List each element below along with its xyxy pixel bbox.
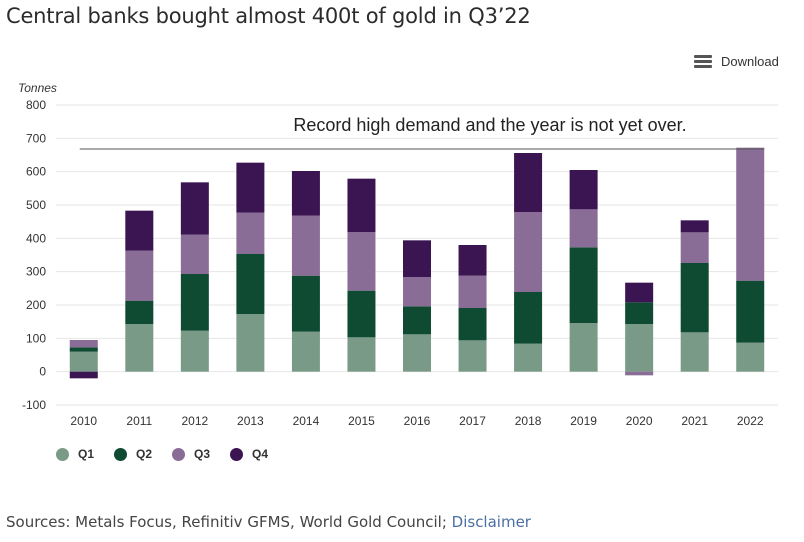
x-tick-label: 2020 (626, 414, 653, 428)
bar-q3-2022 (736, 148, 764, 281)
bar-q1-2021 (681, 332, 709, 371)
x-tick-label: 2021 (681, 414, 708, 428)
annotation-text: Record high demand and the year is not y… (293, 115, 686, 135)
x-tick-label: 2015 (348, 414, 375, 428)
bar-q4-2012 (181, 182, 209, 234)
legend-label: Q1 (78, 447, 94, 461)
bar-q3-2012 (181, 235, 209, 274)
legend-marker (172, 448, 185, 461)
x-tick-label: 2012 (181, 414, 208, 428)
bar-q3-2021 (681, 232, 709, 263)
x-tick-label: 2014 (293, 414, 320, 428)
chart-legend: Q1 Q2 Q3 Q4 (56, 447, 268, 461)
bar-q2-2022 (736, 281, 764, 343)
bar-q4-2015 (347, 179, 375, 232)
x-tick-label: 2011 (126, 414, 152, 428)
bar-q3-2016 (403, 277, 431, 306)
y-tick-label: 800 (26, 98, 46, 112)
bar-q1-2014 (292, 332, 320, 372)
bar-q4-2013 (236, 163, 264, 213)
legend-item-q2[interactable]: Q2 (114, 447, 152, 461)
bar-chart: -100 0 100 200 300 400 500 600 700 800 2010 2011 201… (0, 0, 804, 500)
bar-q2-2018 (514, 292, 542, 344)
bar-q4-2019 (570, 170, 598, 209)
bar-q4-2017 (459, 245, 487, 276)
y-tick-label: 400 (26, 231, 46, 245)
legend-marker (230, 448, 243, 461)
bar-q1-2012 (181, 331, 209, 372)
bar-q1-2019 (570, 323, 598, 372)
bar-q2-2019 (570, 247, 598, 323)
x-tick-label: 2022 (737, 414, 764, 428)
disclaimer-link[interactable]: Disclaimer (452, 513, 531, 531)
bar-q3-2015 (347, 232, 375, 291)
y-tick-label: 300 (26, 265, 46, 279)
bar-q4-2014 (292, 171, 320, 216)
bar-q2-2017 (459, 308, 487, 340)
bar-q1-2011 (125, 324, 153, 372)
bar-q1-2010 (70, 352, 98, 372)
bar-q3-2020 (625, 372, 653, 376)
bar-q4-2021 (681, 220, 709, 232)
bar-q2-2014 (292, 276, 320, 332)
bar-q2-2021 (681, 263, 709, 332)
sources-text: Sources: Metals Focus, Refinitiv GFMS, W… (6, 513, 452, 531)
bar-q4-2018 (514, 153, 542, 212)
x-tick-label: 2018 (515, 414, 542, 428)
bar-q3-2010 (70, 340, 98, 347)
y-tick-label: 600 (26, 165, 46, 179)
bar-q4-2010 (70, 372, 98, 379)
bar-q2-2013 (236, 254, 264, 314)
y-tick-label: 500 (26, 198, 46, 212)
bar-q3-2013 (236, 213, 264, 254)
bar-q2-2011 (125, 301, 153, 324)
legend-label: Q2 (136, 447, 152, 461)
sources-note: Sources: Metals Focus, Refinitiv GFMS, W… (6, 513, 531, 531)
bar-q1-2020 (625, 324, 653, 372)
y-tick-label: -100 (22, 398, 46, 412)
bar-q1-2013 (236, 314, 264, 372)
bar-q2-2012 (181, 274, 209, 331)
bar-q1-2022 (736, 343, 764, 372)
legend-marker (114, 448, 127, 461)
legend-label: Q4 (252, 447, 268, 461)
bar-q4-2020 (625, 283, 653, 303)
bar-q1-2018 (514, 344, 542, 372)
bar-q2-2020 (625, 302, 653, 324)
bar-q2-2016 (403, 306, 431, 334)
bar-q1-2015 (347, 337, 375, 371)
y-tick-label: 0 (39, 365, 46, 379)
bar-q1-2017 (459, 340, 487, 371)
bar-q4-2011 (125, 211, 153, 251)
legend-item-q3[interactable]: Q3 (172, 447, 210, 461)
y-tick-label: 700 (26, 131, 46, 145)
bar-q1-2016 (403, 334, 431, 371)
legend-item-q1[interactable]: Q1 (56, 447, 94, 461)
y-tick-label: 100 (26, 331, 46, 345)
bar-q3-2011 (125, 251, 153, 301)
bar-q4-2016 (403, 240, 431, 277)
legend-label: Q3 (194, 447, 210, 461)
bar-q2-2010 (70, 347, 98, 351)
bar-q3-2019 (570, 209, 598, 247)
bar-q3-2018 (514, 212, 542, 292)
legend-item-q4[interactable]: Q4 (230, 447, 268, 461)
x-tick-label: 2019 (570, 414, 597, 428)
bar-q3-2017 (459, 276, 487, 308)
bar-q3-2014 (292, 216, 320, 276)
bar-q2-2015 (347, 291, 375, 338)
x-tick-label: 2016 (404, 414, 431, 428)
y-tick-label: 200 (26, 298, 46, 312)
legend-marker (56, 448, 69, 461)
x-tick-label: 2013 (237, 414, 264, 428)
x-tick-label: 2017 (459, 414, 486, 428)
x-tick-label: 2010 (70, 414, 97, 428)
